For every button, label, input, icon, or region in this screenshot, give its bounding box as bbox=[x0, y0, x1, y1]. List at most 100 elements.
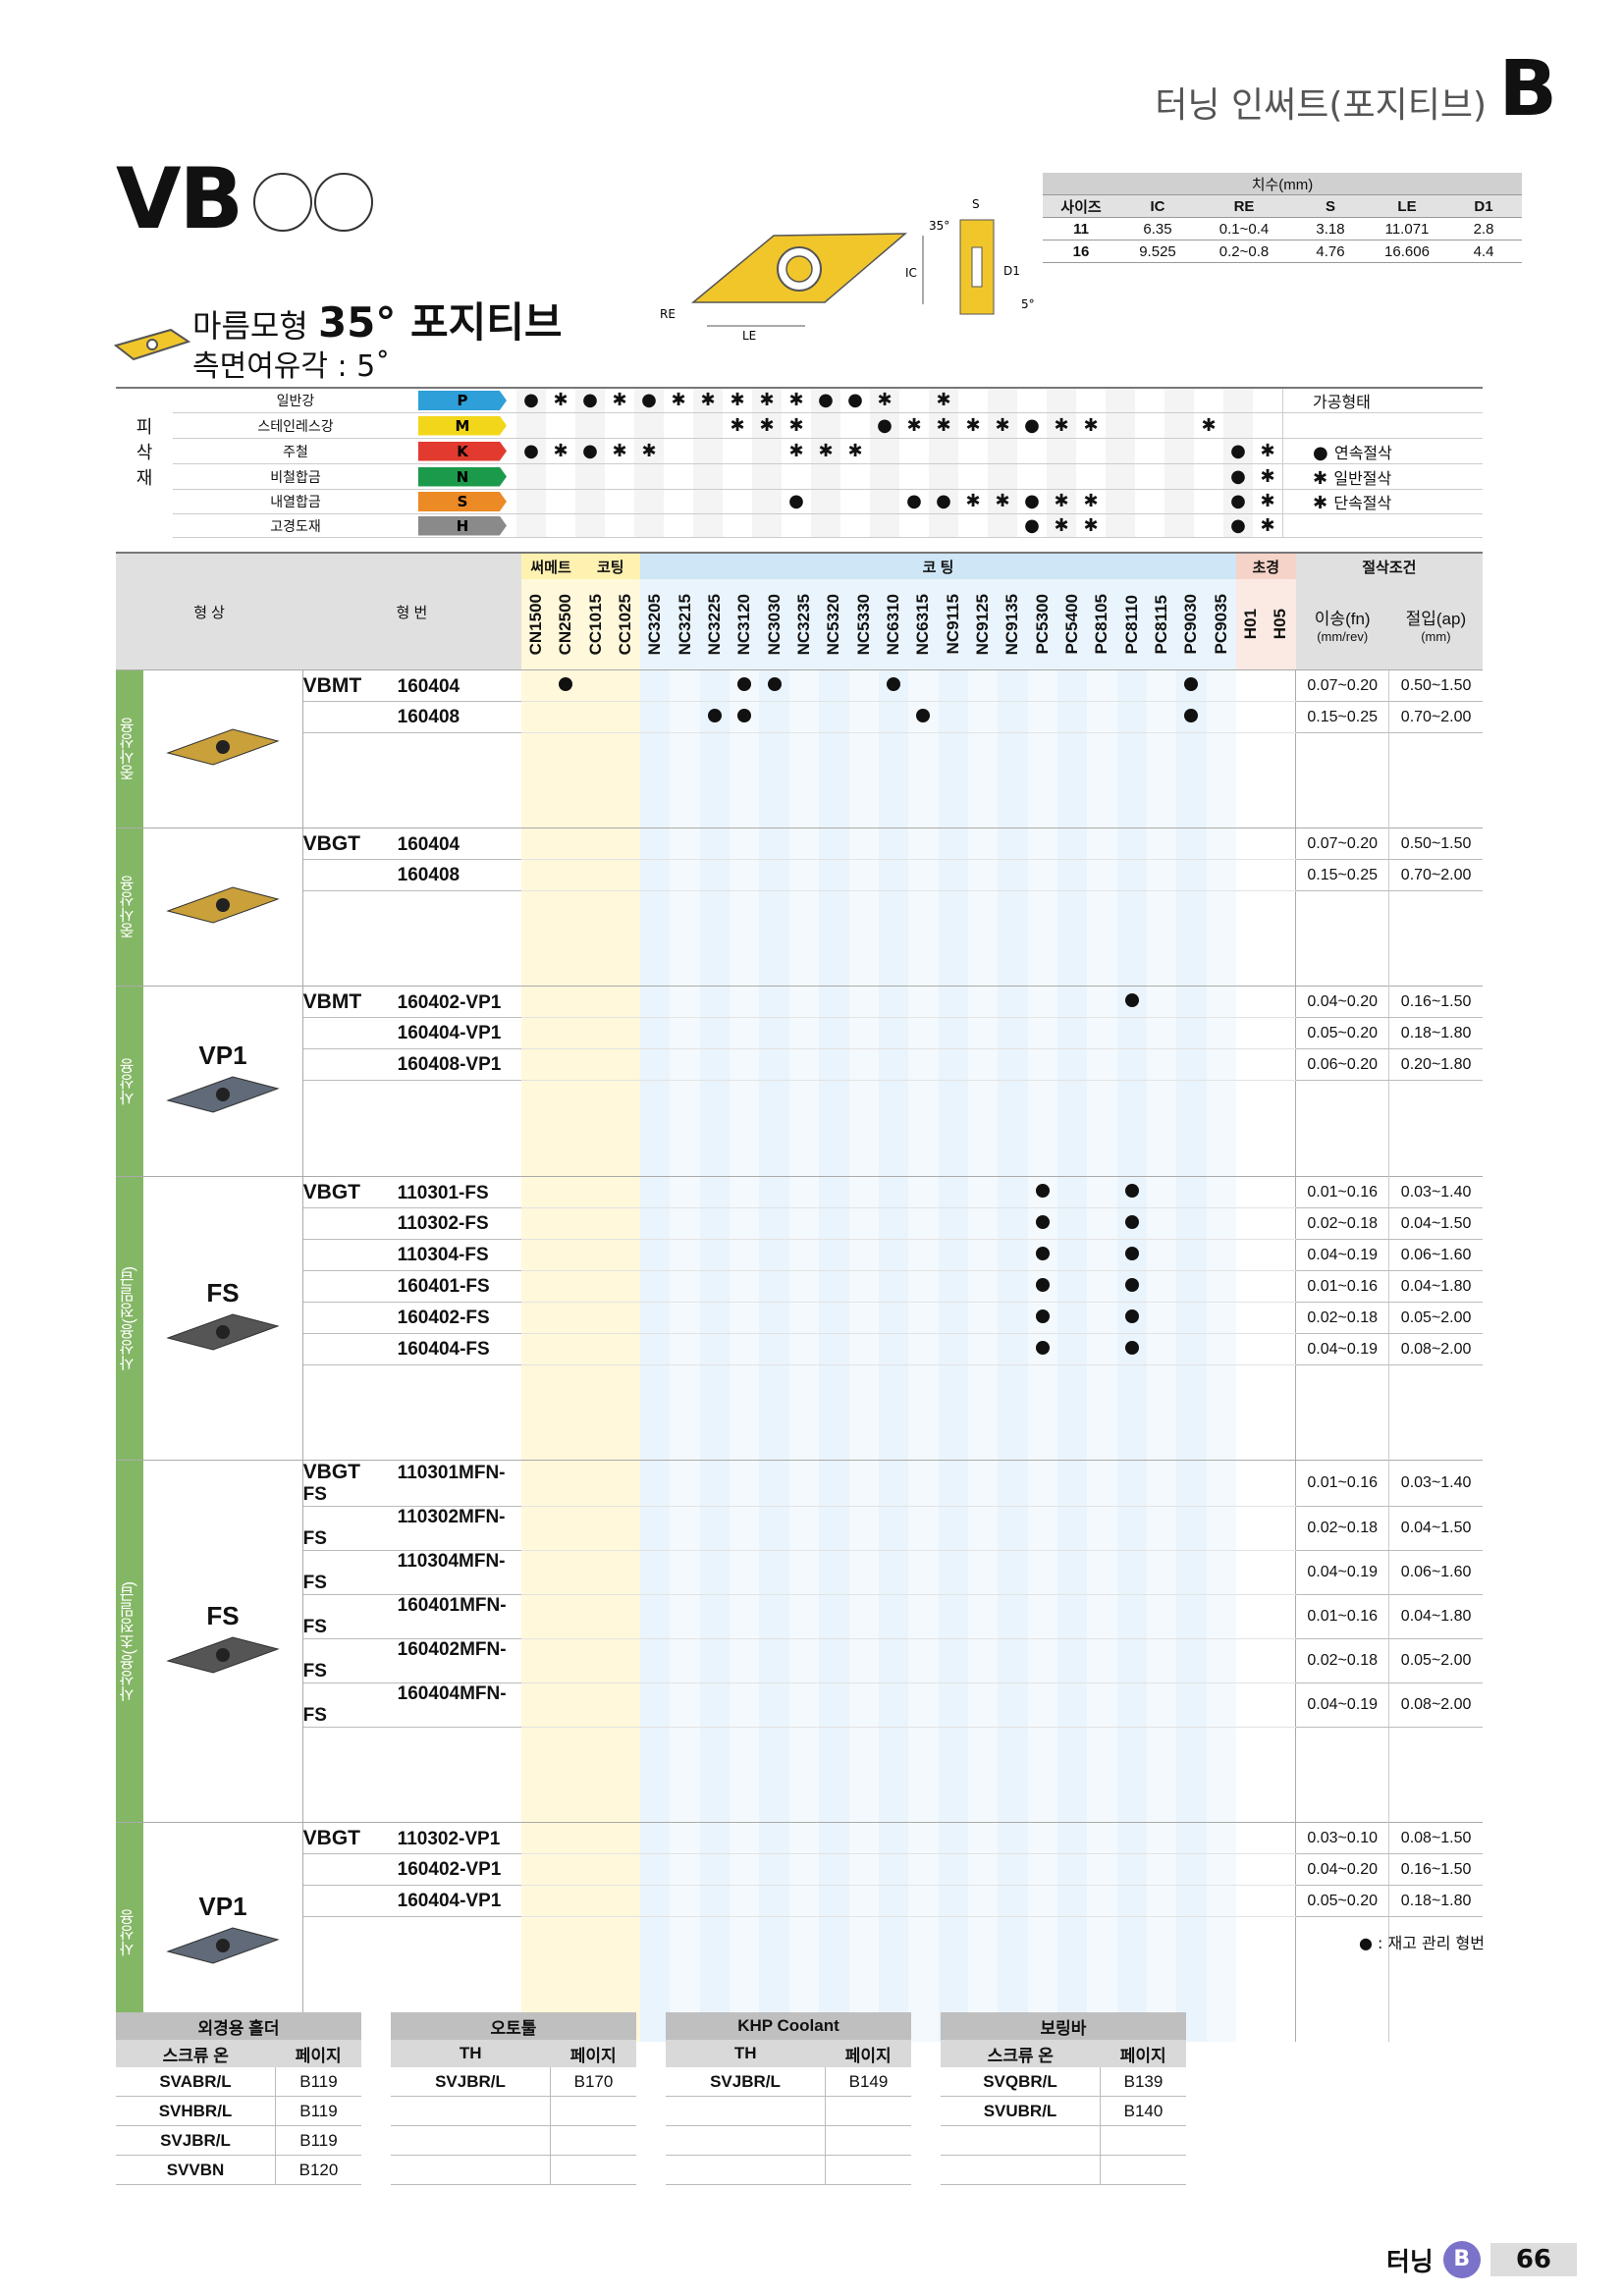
material-mark-cell bbox=[546, 412, 575, 439]
grade-cell bbox=[1027, 1333, 1057, 1365]
insert-photo-icon bbox=[166, 1312, 280, 1351]
grade-cell bbox=[788, 859, 820, 891]
material-mark-cell bbox=[634, 463, 664, 490]
material-mark-cell: ✱ bbox=[1253, 489, 1283, 514]
grade-cell bbox=[1235, 1638, 1267, 1683]
material-mark-cell bbox=[664, 438, 693, 464]
grade-cell bbox=[640, 1333, 671, 1365]
grade-cell bbox=[640, 1239, 671, 1271]
holder-col2: 페이지 bbox=[1100, 2040, 1186, 2067]
material-mark-cell: ✱ bbox=[723, 412, 752, 439]
holder-col2: 페이지 bbox=[550, 2040, 636, 2067]
feed-value: 0.01~0.16 bbox=[1295, 1460, 1389, 1507]
iso-badge: P bbox=[418, 391, 507, 410]
type-code-cell: 110302MFN-FS bbox=[302, 1506, 521, 1551]
filler-cell bbox=[580, 890, 611, 987]
grade-cell bbox=[1087, 1594, 1117, 1639]
filler-cell bbox=[938, 1080, 968, 1177]
grade-cell bbox=[1116, 1017, 1147, 1049]
grade-cell bbox=[1056, 828, 1088, 860]
material-mark-cell bbox=[634, 412, 664, 439]
material-mark-cell bbox=[1076, 438, 1106, 464]
grade-cell bbox=[819, 1550, 849, 1595]
grade-cell bbox=[759, 1460, 789, 1507]
continuous-cut-mark: ● bbox=[582, 440, 598, 461]
material-mark-cell: ✱ bbox=[605, 438, 634, 464]
filler-cell bbox=[819, 1727, 849, 1823]
iso-badge: N bbox=[418, 466, 507, 487]
grade-cell bbox=[759, 859, 789, 891]
grade-cell bbox=[1087, 1853, 1117, 1886]
filler-cell bbox=[1235, 1364, 1267, 1461]
chipbreaker-label: VP1 bbox=[198, 1041, 247, 1070]
grade-cell bbox=[819, 1270, 849, 1303]
grade-cell bbox=[878, 1506, 909, 1551]
grade-cell bbox=[1235, 1207, 1267, 1240]
filler-cell bbox=[551, 1727, 581, 1823]
grade-cell bbox=[1027, 1176, 1057, 1208]
grade-cell bbox=[520, 1550, 552, 1595]
grade-cell bbox=[730, 669, 760, 702]
grade-cell bbox=[878, 1460, 909, 1507]
grade-cell bbox=[699, 1506, 731, 1551]
grade-cell bbox=[610, 1822, 641, 1854]
material-mark-cell: ✱ bbox=[811, 438, 840, 464]
material-mark-cell bbox=[1194, 489, 1223, 514]
material-mark-cell: ✱ bbox=[634, 438, 664, 464]
material-mark-cell bbox=[1164, 513, 1194, 538]
grade-cell bbox=[1235, 1017, 1267, 1049]
insert-shape-icon bbox=[114, 328, 190, 361]
type-prefix: VBGT bbox=[302, 1826, 361, 1849]
iso-badge: K bbox=[418, 441, 507, 461]
grade-cell bbox=[610, 1885, 641, 1917]
material-mark-cell: ✱ bbox=[840, 438, 870, 464]
grade-cell bbox=[788, 701, 820, 733]
grade-cell bbox=[1027, 1885, 1057, 1917]
filler-cell bbox=[302, 1728, 521, 1823]
grade-cell bbox=[878, 669, 909, 702]
grade-cell bbox=[1056, 1017, 1088, 1049]
depth-value: 0.03~1.40 bbox=[1388, 1460, 1483, 1507]
grade-cell bbox=[1056, 1885, 1088, 1917]
grade-cell bbox=[580, 1853, 611, 1886]
grade-cell bbox=[1087, 828, 1117, 860]
filler-cell bbox=[1295, 1080, 1389, 1177]
material-mark-cell: ✱ bbox=[693, 389, 723, 413]
material-mark-cell: ✱ bbox=[546, 389, 575, 413]
dims-cell: 11.071 bbox=[1369, 217, 1445, 240]
feed-value: 0.04~0.19 bbox=[1295, 1550, 1389, 1595]
filler-cell bbox=[967, 890, 999, 987]
legend-icon: ✱ bbox=[1313, 493, 1334, 513]
filler-cell bbox=[520, 1727, 552, 1823]
feed-value: 0.15~0.25 bbox=[1295, 859, 1389, 891]
stock-dot bbox=[1035, 1246, 1050, 1260]
grade-cell bbox=[610, 669, 641, 702]
grade-cell bbox=[788, 1506, 820, 1551]
type-code-cell: 160408 bbox=[302, 701, 521, 733]
grade-cell bbox=[1235, 1176, 1267, 1208]
grade-cell bbox=[670, 986, 700, 1018]
grade-cell bbox=[730, 986, 760, 1018]
grade-cell bbox=[759, 1682, 789, 1728]
material-mark-cell bbox=[516, 412, 546, 439]
holder-page: B170 bbox=[550, 2067, 636, 2097]
holder-row: SVHBR/L B119 bbox=[116, 2096, 361, 2126]
depth-value: 0.05~2.00 bbox=[1388, 1302, 1483, 1334]
insert-image-cell bbox=[143, 828, 303, 987]
material-mark-cell bbox=[575, 489, 605, 514]
holder-model: SVQBR/L bbox=[941, 2067, 1101, 2097]
grade-cell bbox=[998, 1302, 1028, 1334]
grade-cell bbox=[1027, 669, 1057, 702]
grade-cell bbox=[1235, 828, 1267, 860]
material-mark-cell: ● bbox=[1223, 438, 1253, 464]
grade-cell bbox=[730, 1207, 760, 1240]
grade-cell bbox=[848, 1885, 879, 1917]
grade-cell bbox=[759, 1176, 789, 1208]
grade-cell bbox=[730, 859, 760, 891]
filler-cell bbox=[1235, 890, 1267, 987]
material-mark-cell bbox=[1164, 412, 1194, 439]
material-code-cell: P bbox=[418, 389, 516, 413]
material-mark-cell bbox=[664, 489, 693, 514]
grade-cell bbox=[1206, 1885, 1236, 1917]
holder-col2: 페이지 bbox=[275, 2040, 361, 2067]
